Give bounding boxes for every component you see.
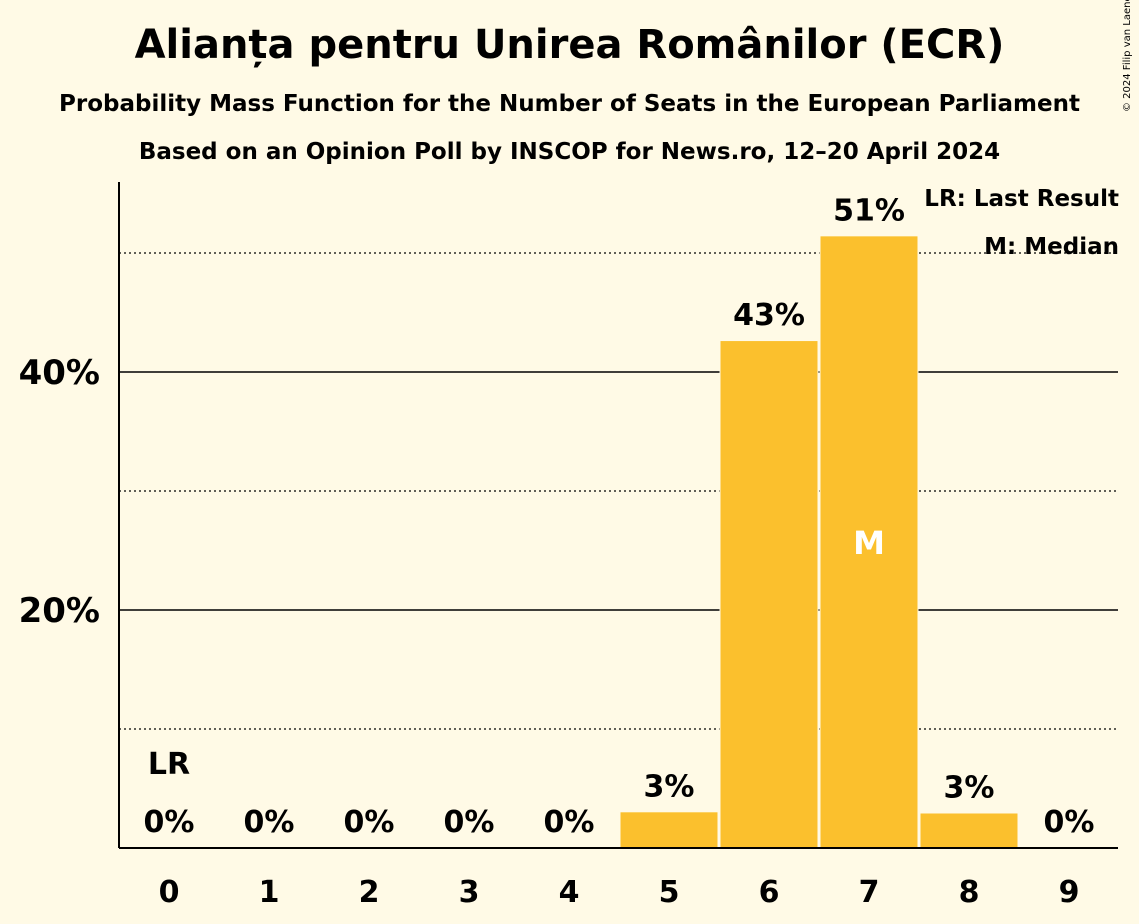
bar-seats-6 — [720, 341, 818, 848]
grid-layer — [119, 252, 1118, 730]
chart-subtitle: Probability Mass Function for the Number… — [59, 91, 1080, 117]
chart-title: Alianța pentru Unirea Românilor (ECR) — [134, 22, 1005, 68]
x-tick-label: 6 — [759, 875, 780, 910]
y-tick-label: 40% — [19, 353, 100, 393]
value-label: 0% — [544, 805, 595, 840]
value-label: 0% — [344, 805, 395, 840]
value-label: 43% — [733, 298, 805, 333]
x-tick-label: 5 — [659, 875, 680, 910]
bar-seats-7 — [820, 236, 918, 849]
bars-layer — [619, 236, 1019, 849]
value-label: 0% — [244, 805, 295, 840]
value-label: 0% — [1044, 805, 1095, 840]
labels-layer: 20%40%00%LR10%20%30%40%53%643%751%M83%90… — [19, 193, 1095, 910]
value-label: 0% — [444, 805, 495, 840]
legend-last-result: LR: Last Result — [924, 186, 1119, 212]
value-label: 3% — [944, 770, 995, 805]
x-tick-label: 2 — [359, 875, 380, 910]
last-result-marker: LR — [148, 747, 190, 782]
x-tick-label: 3 — [459, 875, 480, 910]
value-label: 51% — [833, 193, 905, 228]
x-tick-label: 9 — [1059, 875, 1080, 910]
value-label: 3% — [644, 769, 695, 804]
x-tick-label: 8 — [959, 875, 980, 910]
chart-source: Based on an Opinion Poll by INSCOP for N… — [138, 139, 1001, 165]
value-label: 0% — [144, 805, 195, 840]
bar-seats-5 — [620, 812, 718, 848]
x-tick-label: 7 — [859, 875, 880, 910]
x-tick-label: 4 — [559, 875, 580, 910]
x-tick-label: 1 — [259, 875, 280, 910]
median-marker: M — [853, 524, 885, 562]
y-tick-label: 20% — [19, 591, 100, 631]
bar-seats-8 — [920, 813, 1018, 848]
x-tick-label: 0 — [159, 875, 180, 910]
legend-median: M: Median — [984, 234, 1119, 260]
